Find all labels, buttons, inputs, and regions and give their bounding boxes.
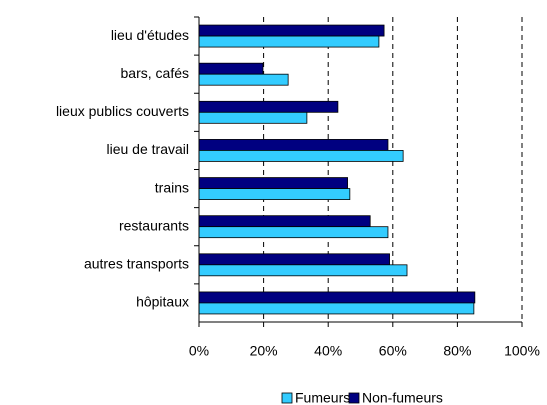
bar: [198, 253, 390, 266]
bar: [198, 177, 348, 189]
legend-swatch: [281, 392, 293, 404]
bar: [198, 302, 475, 315]
bar: [198, 35, 380, 48]
y-tick-label: lieu de travail: [107, 141, 190, 157]
bar: [198, 24, 385, 37]
y-tick-label: lieux publics couverts: [56, 103, 189, 119]
y-tick-label: restaurants: [119, 217, 189, 233]
legend-label: Fumeurs: [295, 390, 350, 405]
x-tick-label: 80%: [443, 343, 471, 359]
y-tick-label: hôpitaux: [136, 294, 189, 310]
bar: [198, 264, 408, 277]
x-tick-label: 0%: [189, 343, 209, 359]
bar: [198, 150, 404, 162]
bar: [198, 111, 308, 124]
legend-swatch: [348, 392, 360, 404]
bar: [198, 73, 289, 86]
legend-label: Non-fumeurs: [362, 390, 443, 405]
bar: [198, 100, 339, 113]
x-tick-label: 20%: [250, 343, 278, 359]
y-tick-label: autres transports: [84, 256, 189, 272]
x-tick-label: 40%: [314, 343, 342, 359]
bar: [198, 188, 351, 200]
x-tick-label: 60%: [379, 343, 407, 359]
y-tick-label: trains: [155, 179, 189, 195]
y-tick-label: lieu d'études: [111, 27, 189, 43]
y-tick-label: bars, cafés: [121, 65, 189, 81]
bar: [198, 291, 476, 304]
bar: [198, 215, 371, 228]
bar: [198, 62, 264, 75]
x-tick-label: 100%: [504, 343, 540, 359]
bar: [198, 226, 389, 239]
bar: [198, 139, 389, 151]
